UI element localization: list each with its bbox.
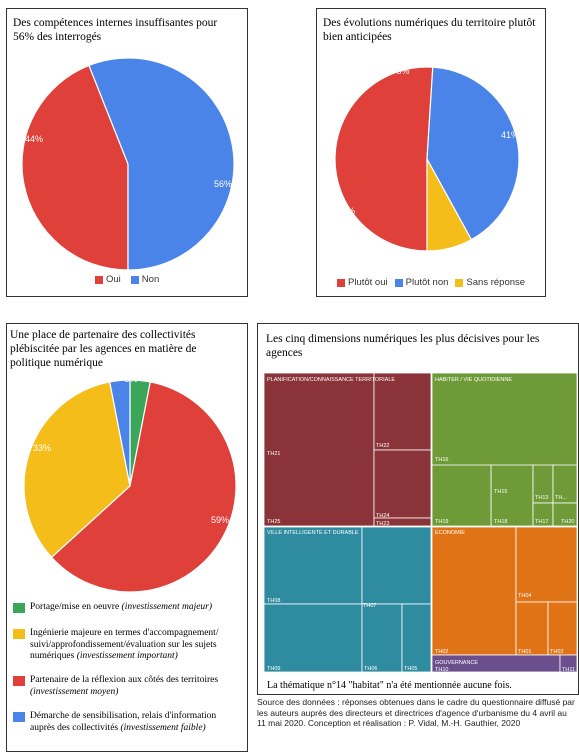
- legend-item-portage: Portage/mise en oeuvre (investissement m…: [13, 602, 243, 614]
- pie-chart-evolutions: 51% 41% 8%: [334, 66, 520, 252]
- treemap-label: VILLE INTELLIGENTE ET DURABLE: [267, 530, 359, 536]
- treemap-label: TH25: [267, 519, 280, 525]
- chart-legend: Plutôt oui Plutôt non Sans réponse: [337, 277, 525, 288]
- treemap-label: TH08: [267, 598, 280, 604]
- pie-value-label: 3%: [124, 374, 137, 384]
- legend-item-plutot-non: Plutôt non: [394, 277, 448, 288]
- treemap-caption: La thématique n°14 "habitat" n'a été men…: [267, 680, 512, 691]
- legend-item-partenaire: Partenaire de la réflexion aux côtés des…: [13, 675, 243, 698]
- pie-slice-1: [50, 381, 237, 593]
- pie-value-label: 56%: [214, 179, 232, 189]
- treemap-label: TH05: [404, 666, 417, 672]
- treemap-cell-6: [490, 464, 534, 527]
- treemap-label: TH23: [376, 521, 389, 527]
- chart-legend: Oui Non: [95, 274, 159, 285]
- pie-slice-2: [426, 158, 473, 252]
- pie-chart-competences: 44% 56%: [21, 57, 235, 271]
- treemap-cell-21: [515, 601, 549, 656]
- legend-item-non: Non: [130, 274, 159, 285]
- pie-slice-0: [21, 64, 129, 271]
- treemap-cell-4: [373, 517, 432, 527]
- treemap-cell-15: [264, 603, 363, 672]
- legend-item-ingenierie: Ingénierie majeure en termes d'accompagn…: [13, 628, 243, 663]
- treemap-chart: PLANIFICATION/CONNAISSANCE TERRITORIALE H…: [264, 373, 577, 672]
- pie-value-label: 59%: [211, 515, 229, 525]
- legend-item-sensibilisation: Démarche de sensibilisation, relais d'in…: [13, 711, 243, 734]
- pie-value-label: 8%: [396, 66, 409, 76]
- treemap-cell-19: [431, 526, 517, 656]
- pie-value-label: 41%: [501, 130, 519, 140]
- treemap-label: ECONOMIE: [435, 530, 465, 536]
- chart-title: Une place de partenaire des collectivité…: [10, 329, 197, 369]
- treemap-label: TH07: [363, 603, 376, 609]
- treemap-label: TH13: [535, 495, 548, 501]
- pie-slice-1: [88, 57, 235, 271]
- treemap-cell-1: [264, 373, 375, 527]
- treemap-cell-13: [264, 526, 363, 605]
- treemap-cell-24: [559, 654, 577, 672]
- legend-item-oui: Oui: [95, 274, 121, 285]
- pie-value-label: 51%: [337, 206, 355, 216]
- treemap-label: TH17: [535, 519, 548, 525]
- treemap-label: TH04: [518, 593, 531, 599]
- treemap-label: TH15: [494, 489, 507, 495]
- treemap-label: TH01: [518, 649, 531, 655]
- pie-slice-0: [334, 66, 434, 252]
- treemap-cell-20: [515, 526, 577, 603]
- legend-item-plutot-oui: Plutôt oui: [337, 277, 388, 288]
- chart-panel-competences: Des compétences internes insuffisantes p…: [6, 8, 248, 297]
- treemap-cell-3: [373, 449, 432, 519]
- treemap-label: TH24: [376, 513, 389, 519]
- treemap-label: TH19: [435, 519, 448, 525]
- treemap-cell-22: [547, 601, 577, 656]
- chart-title: Les cinq dimensions numériques les plus …: [266, 333, 540, 359]
- treemap-label: GOUVERNANCE: [435, 660, 478, 666]
- treemap-label: TH09: [267, 666, 280, 672]
- treemap-cell-17: [401, 603, 432, 672]
- treemap-cell-10: [552, 502, 577, 527]
- chart-title: Des compétences internes insuffisantes p…: [13, 17, 218, 43]
- treemap-label: HABITER / VIE QUOTIDIENNE: [435, 377, 512, 383]
- treemap-label: TH02: [435, 649, 448, 655]
- treemap-cell-8: [552, 464, 577, 504]
- legend-item-sans-reponse: Sans réponse: [455, 277, 525, 288]
- treemap-label: TH20: [561, 519, 574, 525]
- treemap-label: TH11: [562, 667, 575, 672]
- treemap-label: TH06: [364, 666, 377, 672]
- treemap-cell-16: [361, 603, 403, 672]
- pie-value-label: 44%: [25, 134, 43, 144]
- pie-slice-3: [109, 379, 131, 487]
- treemap-label: TH21: [267, 451, 280, 457]
- treemap-label: TH16: [435, 457, 448, 463]
- chart-panel-evolutions: Des évolutions numériques du territoire …: [316, 8, 546, 297]
- treemap-cell-11: [431, 464, 492, 527]
- treemap-label: TH18: [494, 519, 507, 525]
- treemap-label: TH...: [555, 495, 567, 501]
- pie-chart-partenaire: 3% 59% 33%: [23, 374, 237, 593]
- treemap-label: TH03: [550, 649, 563, 655]
- treemap-label: TH22: [376, 443, 389, 449]
- treemap-cell-2: [373, 373, 432, 451]
- chart-panel-partenaire: Une place de partenaire des collectivité…: [6, 323, 248, 752]
- treemap-label: PLANIFICATION/CONNAISSANCE TERRITORIALE: [267, 377, 395, 383]
- pie-value-label: 33%: [33, 443, 51, 453]
- pie-slice-1: [426, 66, 520, 241]
- treemap-cell-14: [361, 526, 432, 605]
- source-note: Source des données : réponses obtenues d…: [257, 697, 575, 728]
- treemap-label: TH10: [435, 667, 448, 672]
- pie-slice-2: [23, 381, 131, 559]
- chart-title: Des évolutions numériques du territoire …: [323, 17, 536, 43]
